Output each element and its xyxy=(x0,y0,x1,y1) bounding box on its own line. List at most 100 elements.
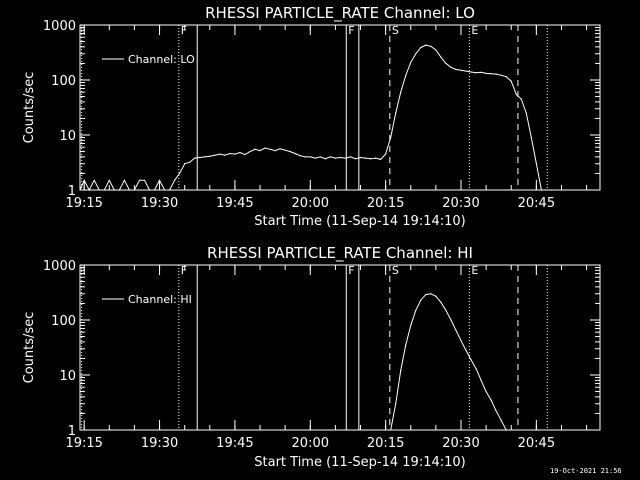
data-point xyxy=(158,179,161,181)
data-point xyxy=(269,148,271,150)
data-point xyxy=(520,98,522,100)
y-tick-label: 1 xyxy=(68,424,76,439)
data-point xyxy=(460,69,462,71)
data-point xyxy=(435,295,437,297)
data-point xyxy=(224,154,226,156)
data-point xyxy=(359,156,362,159)
data-point xyxy=(118,189,120,191)
data-point xyxy=(128,189,131,191)
y-tick-label: 1000 xyxy=(43,259,76,274)
data-point xyxy=(485,72,487,74)
data-point xyxy=(138,179,141,181)
data-point xyxy=(364,157,367,159)
data-point xyxy=(390,429,392,431)
data-point xyxy=(174,179,176,181)
data-point xyxy=(515,93,517,95)
data-point xyxy=(204,156,206,158)
data-point xyxy=(410,324,412,326)
data-point xyxy=(390,136,392,139)
x-tick-label: 20:30 xyxy=(442,436,479,451)
x-tick-label: 20:45 xyxy=(518,196,555,211)
data-point xyxy=(495,410,497,412)
data-point xyxy=(385,153,387,155)
data-point xyxy=(395,403,397,405)
event-marker-label: E xyxy=(471,264,478,277)
data-point xyxy=(540,189,542,191)
data-point xyxy=(430,45,432,47)
data-point xyxy=(189,161,191,163)
x-tick-label: 20:00 xyxy=(292,436,329,451)
chart-panel-2: RHESSI PARTICLE_RATE Channel: HI 1 10 100 10… xyxy=(22,244,601,470)
data-point xyxy=(405,344,407,346)
data-point xyxy=(400,91,402,93)
y-tick-label: 100 xyxy=(51,74,76,89)
data-point xyxy=(179,172,181,175)
data-point xyxy=(455,329,457,331)
chart-panel-1: RHESSI PARTICLE_RATE Channel: LO 1 10 100 10… xyxy=(22,4,601,229)
data-point xyxy=(329,156,331,158)
data-point xyxy=(480,71,482,73)
data-point xyxy=(264,147,266,149)
data-point xyxy=(274,150,276,152)
data-point xyxy=(445,309,447,311)
series-line-channelhi xyxy=(390,293,507,431)
x-tick-label: 20:45 xyxy=(518,436,555,451)
data-point xyxy=(79,189,81,191)
x-tick-label: 20:30 xyxy=(442,196,479,211)
x-tick-label: 19:45 xyxy=(216,436,253,451)
data-point xyxy=(289,150,291,153)
x-tick-label: 20:15 xyxy=(367,196,404,211)
data-point xyxy=(525,112,527,114)
data-point xyxy=(490,73,492,75)
data-point xyxy=(374,157,377,159)
y-tick-label: 10 xyxy=(59,369,76,384)
data-point xyxy=(219,153,221,155)
data-point xyxy=(500,419,502,421)
data-point xyxy=(133,189,136,191)
data-point xyxy=(284,149,286,151)
data-point xyxy=(490,399,492,401)
data-point xyxy=(380,158,382,161)
x-axis-label: Start Time (11-Sep-14 19:14:10) xyxy=(254,214,465,229)
y-tick-label: 1 xyxy=(68,184,76,199)
x-tick-label: 19:30 xyxy=(141,196,178,211)
data-point xyxy=(445,62,447,65)
legend-label: Channel: LO xyxy=(128,53,195,66)
footer-date: 19-Oct-2021 21:56 xyxy=(550,467,622,475)
data-point xyxy=(475,72,477,74)
data-point xyxy=(304,156,306,158)
data-point xyxy=(455,68,457,71)
series-line-channello xyxy=(79,44,552,192)
data-point xyxy=(199,156,201,159)
chart-title: RHESSI PARTICLE_RATE Channel: LO xyxy=(205,4,475,23)
data-point xyxy=(420,46,422,49)
data-point xyxy=(530,136,532,139)
data-point xyxy=(425,293,427,296)
data-point xyxy=(450,66,452,68)
event-marker-label: F xyxy=(348,24,354,37)
data-point xyxy=(234,153,236,155)
y-tick-label: 1000 xyxy=(43,19,76,34)
data-point xyxy=(184,163,186,165)
x-tick-label: 20:15 xyxy=(367,436,404,451)
event-marker-label: S xyxy=(392,264,399,277)
data-point xyxy=(415,53,417,55)
x-tick-label: 19:15 xyxy=(65,196,102,211)
x-tick-label: 19:30 xyxy=(141,436,178,451)
data-point xyxy=(405,75,407,77)
event-marker-label: F xyxy=(181,264,187,277)
data-point xyxy=(430,293,432,295)
plot-frame xyxy=(79,264,601,431)
data-point xyxy=(194,157,196,159)
data-point xyxy=(314,157,316,159)
data-point xyxy=(148,189,151,191)
data-point xyxy=(510,80,512,82)
data-point xyxy=(535,163,537,165)
data-point xyxy=(108,179,110,181)
data-point xyxy=(168,189,171,191)
data-point xyxy=(279,148,281,150)
data-point xyxy=(214,154,216,156)
event-marker-label: F xyxy=(348,264,354,277)
plot-frame xyxy=(79,24,601,191)
